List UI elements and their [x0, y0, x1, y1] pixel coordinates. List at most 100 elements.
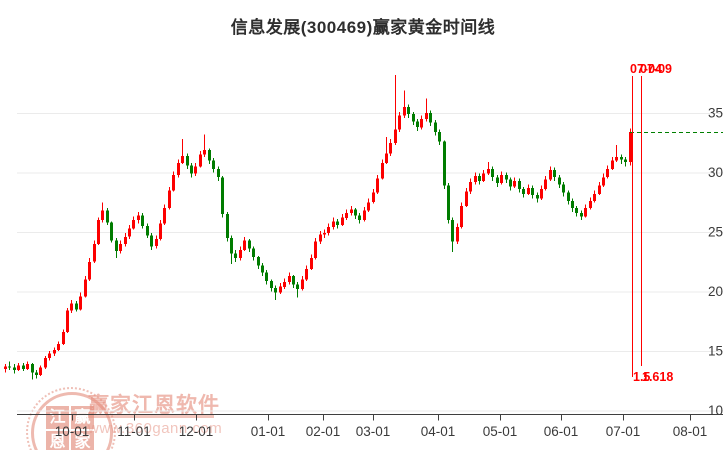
- candle-body-up: [602, 177, 605, 186]
- candle-body-up: [540, 189, 543, 199]
- candle-body-up: [403, 107, 406, 116]
- candle-body-up: [549, 170, 552, 180]
- candle-body-down: [358, 215, 361, 221]
- watermark-seal-char: 赢: [71, 406, 94, 429]
- candle-body-up: [381, 163, 384, 179]
- watermark-url-text: www.360gann.com: [88, 420, 223, 437]
- candle-body-up: [345, 213, 348, 218]
- x-tick-label: 03-01: [356, 424, 391, 439]
- candle-body-down: [531, 188, 534, 196]
- candle-body-down: [624, 159, 627, 162]
- candle-body-up: [305, 268, 308, 280]
- candle-body-down: [416, 121, 419, 128]
- candle-body-up: [93, 243, 96, 262]
- y-tick-label: 30: [708, 165, 723, 180]
- x-tick-label: 05-01: [483, 424, 518, 439]
- candle-body-up: [155, 239, 158, 247]
- candle-body-down: [217, 168, 220, 178]
- candle-body-up: [372, 192, 375, 203]
- chart-title: 信息发展(300469)赢家黄金时间线: [230, 18, 496, 37]
- candle-body-down: [31, 364, 34, 373]
- candle-body-up: [239, 249, 242, 259]
- candle-body-up: [456, 227, 459, 242]
- candle-body-down: [186, 155, 189, 166]
- candle-body-up: [584, 208, 587, 217]
- candle-body-down: [35, 372, 38, 375]
- candle-body-up: [4, 366, 7, 369]
- candle-body-up: [363, 210, 366, 221]
- candle-body-up: [460, 205, 463, 228]
- candle-body-down: [274, 287, 277, 293]
- candle-body-down: [620, 157, 623, 160]
- candle-body-up: [589, 201, 592, 209]
- candle-body-up: [598, 185, 601, 194]
- candle-body-down: [558, 177, 561, 185]
- candle-body-down: [571, 201, 574, 209]
- candle-body-down: [212, 160, 215, 169]
- candle-body-down: [580, 213, 583, 217]
- gann-line-date-label-2: 07-09: [640, 62, 672, 76]
- candle-body-up: [474, 176, 477, 183]
- y-tick-label: 25: [708, 225, 723, 240]
- candle-body-down: [75, 303, 78, 310]
- candle-body-down: [505, 174, 508, 180]
- candle-body-up: [425, 113, 428, 119]
- candle-body-up: [327, 227, 330, 234]
- candle-body-down: [226, 214, 229, 238]
- candle-body-up: [314, 241, 317, 259]
- candle-body-up: [66, 310, 69, 332]
- candle-body-down: [248, 240, 251, 249]
- candle-body-up: [465, 191, 468, 206]
- candle-body-down: [22, 365, 25, 369]
- candle-body-up: [376, 178, 379, 193]
- candle-body-up: [124, 236, 127, 244]
- candle-body-up: [283, 282, 286, 287]
- watermark-seal-char: 恩: [46, 431, 69, 450]
- candle-body-up: [88, 261, 91, 280]
- candle-body-up: [500, 174, 503, 184]
- candle-body-up: [199, 154, 202, 167]
- candle-body-down: [354, 209, 357, 216]
- y-tick-label: 20: [708, 284, 723, 299]
- candle-body-down: [208, 149, 211, 161]
- candle-body-down: [296, 284, 299, 290]
- x-tick-label: 04-01: [421, 424, 456, 439]
- candle-body-up: [132, 220, 135, 229]
- candle-body-up: [70, 303, 73, 311]
- candle-body-down: [562, 184, 565, 193]
- candle-body-up: [350, 209, 353, 213]
- candle-body-up: [97, 220, 100, 244]
- candle-body-up: [323, 233, 326, 235]
- candle-body-up: [48, 353, 51, 359]
- candle-body-up: [398, 115, 401, 130]
- candle-body-down: [447, 185, 450, 221]
- candle-body-down: [438, 132, 441, 142]
- watermark-seal-char: 江: [46, 406, 69, 429]
- x-tick-label: 07-01: [606, 424, 641, 439]
- candle-body-down: [115, 240, 118, 251]
- candle-body-down: [190, 165, 193, 174]
- candle-body-up: [301, 279, 304, 290]
- candle-body-up: [279, 286, 282, 293]
- candle-body-up: [527, 188, 530, 194]
- candle-body-down: [265, 272, 268, 281]
- candle-body-down: [522, 189, 525, 194]
- candle-body-up: [163, 208, 166, 224]
- candle-body-up: [513, 180, 516, 187]
- candle-body-up: [482, 173, 485, 181]
- candle-body-up: [159, 223, 162, 240]
- candle-body-up: [243, 240, 246, 250]
- candle-body-up: [53, 349, 56, 354]
- candle-body-down: [257, 257, 260, 266]
- candle-body-down: [434, 122, 437, 132]
- candle-body-up: [168, 190, 171, 209]
- candle-body-up: [79, 296, 82, 310]
- candle-body-down: [336, 221, 339, 225]
- x-tick-label: 10-01: [55, 424, 90, 439]
- candle-body-up: [181, 155, 184, 163]
- candle-body-up: [39, 367, 42, 375]
- candle-body-down: [8, 366, 11, 368]
- candle-body-up: [487, 168, 490, 174]
